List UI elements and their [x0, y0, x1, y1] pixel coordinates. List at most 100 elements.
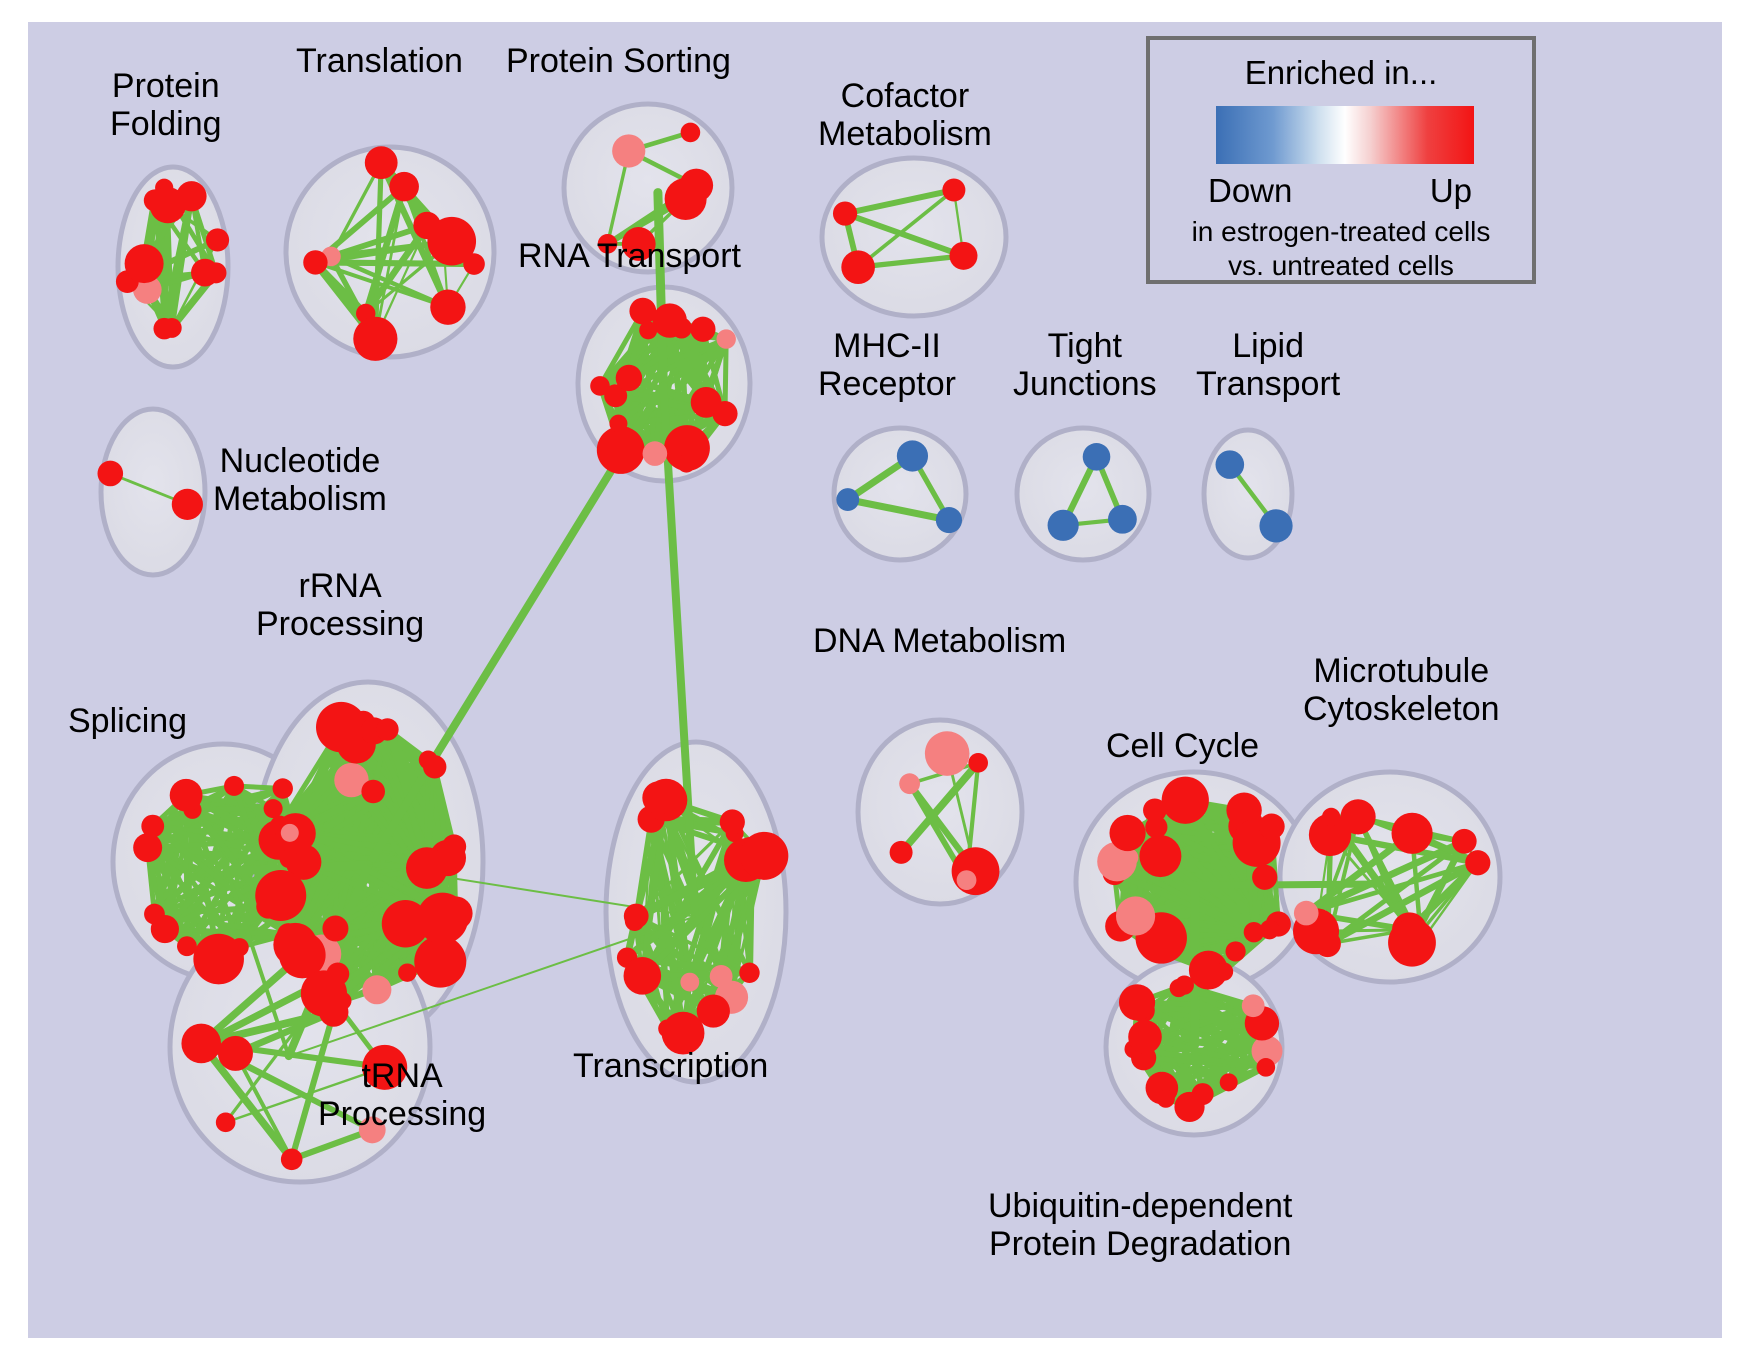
network-node[interactable] [176, 181, 207, 212]
network-node[interactable] [679, 168, 714, 203]
network-node[interactable] [1161, 776, 1209, 824]
network-node[interactable] [326, 962, 350, 986]
network-node[interactable] [836, 488, 860, 511]
network-node[interactable] [690, 316, 716, 342]
network-node[interactable] [1308, 813, 1352, 857]
network-node[interactable] [1259, 919, 1280, 940]
network-node[interactable] [1252, 864, 1278, 890]
network-node[interactable] [153, 317, 176, 340]
network-node[interactable] [1174, 1091, 1205, 1123]
network-node[interactable] [272, 778, 293, 799]
network-node[interactable] [358, 1116, 386, 1144]
network-node[interactable] [1169, 978, 1188, 998]
network-node[interactable] [951, 847, 1000, 896]
network-node[interactable] [322, 915, 349, 942]
network-node[interactable] [217, 1035, 253, 1071]
network-node[interactable] [1219, 1073, 1238, 1092]
network-node[interactable] [1256, 1058, 1276, 1077]
network-node[interactable] [414, 935, 467, 988]
network-node[interactable] [949, 241, 978, 270]
network-node[interactable] [629, 297, 657, 325]
network-node[interactable] [280, 823, 299, 842]
network-node[interactable] [696, 994, 730, 1028]
network-node[interactable] [716, 329, 736, 349]
network-node[interactable] [230, 938, 249, 957]
network-node[interactable] [615, 364, 643, 392]
network-node[interactable] [1451, 828, 1477, 854]
network-node[interactable] [215, 1112, 236, 1133]
network-node[interactable] [177, 936, 197, 957]
network-node[interactable] [224, 775, 245, 796]
network-node[interactable] [677, 454, 696, 473]
network-node[interactable] [169, 778, 203, 812]
network-node[interactable] [1391, 812, 1433, 854]
network-node[interactable] [398, 963, 417, 982]
network-node[interactable] [1118, 984, 1156, 1021]
network-node[interactable] [596, 426, 645, 474]
network-node[interactable] [832, 201, 858, 226]
network-node[interactable] [1097, 841, 1137, 882]
network-node[interactable] [1156, 1089, 1175, 1108]
network-node[interactable] [1082, 443, 1111, 471]
network-node[interactable] [680, 972, 700, 992]
network-node[interactable] [1188, 950, 1228, 990]
network-node[interactable] [364, 146, 398, 180]
network-node[interactable] [597, 233, 618, 254]
network-node[interactable] [353, 316, 398, 361]
network-node[interactable] [1259, 509, 1293, 543]
network-node[interactable] [181, 1023, 222, 1064]
network-node[interactable] [740, 831, 789, 880]
network-node[interactable] [712, 401, 738, 427]
network-node[interactable] [942, 178, 966, 202]
network-node[interactable] [361, 779, 385, 804]
network-node[interactable] [133, 833, 163, 863]
network-node[interactable] [316, 701, 367, 753]
network-node[interactable] [191, 258, 219, 287]
network-node[interactable] [1465, 850, 1491, 876]
network-node[interactable] [423, 755, 447, 779]
network-node[interactable] [1214, 962, 1234, 981]
network-node[interactable] [709, 964, 733, 988]
network-node[interactable] [639, 321, 658, 340]
network-node[interactable] [205, 228, 230, 252]
network-node[interactable] [1108, 504, 1137, 534]
network-node[interactable] [841, 250, 875, 284]
network-node[interactable] [739, 962, 760, 983]
network-node[interactable] [334, 762, 369, 798]
network-node[interactable] [623, 957, 662, 995]
network-node[interactable] [1109, 814, 1146, 852]
network-node[interactable] [255, 869, 307, 921]
network-node[interactable] [141, 814, 165, 838]
network-node[interactable] [1243, 921, 1265, 943]
network-node[interactable] [719, 809, 745, 835]
network-node[interactable] [438, 896, 473, 931]
network-node[interactable] [263, 799, 283, 819]
network-node[interactable] [97, 460, 124, 487]
network-node[interactable] [1115, 896, 1156, 936]
network-node[interactable] [362, 1044, 408, 1090]
network-node[interactable] [935, 506, 963, 534]
network-node[interactable] [1251, 1035, 1283, 1067]
network-node[interactable] [1242, 996, 1262, 1016]
network-node[interactable] [1139, 835, 1182, 878]
network-node[interactable] [171, 488, 203, 520]
network-node[interactable] [1340, 799, 1376, 835]
network-node[interactable] [621, 227, 656, 261]
network-node[interactable] [1145, 816, 1168, 839]
network-node[interactable] [1215, 450, 1245, 479]
network-node[interactable] [279, 849, 299, 869]
network-node[interactable] [1293, 900, 1319, 926]
network-node[interactable] [680, 122, 701, 143]
network-node[interactable] [405, 847, 448, 889]
network-node[interactable] [609, 414, 628, 433]
network-node[interactable] [604, 384, 628, 408]
network-node[interactable] [924, 731, 970, 776]
network-node[interactable] [430, 289, 466, 325]
network-node[interactable] [661, 1011, 705, 1055]
network-node[interactable] [896, 440, 929, 472]
network-node[interactable] [376, 718, 399, 741]
network-node[interactable] [362, 975, 392, 1005]
network-node[interactable] [1047, 509, 1079, 541]
network-node[interactable] [1321, 807, 1341, 827]
network-node[interactable] [1314, 930, 1341, 958]
